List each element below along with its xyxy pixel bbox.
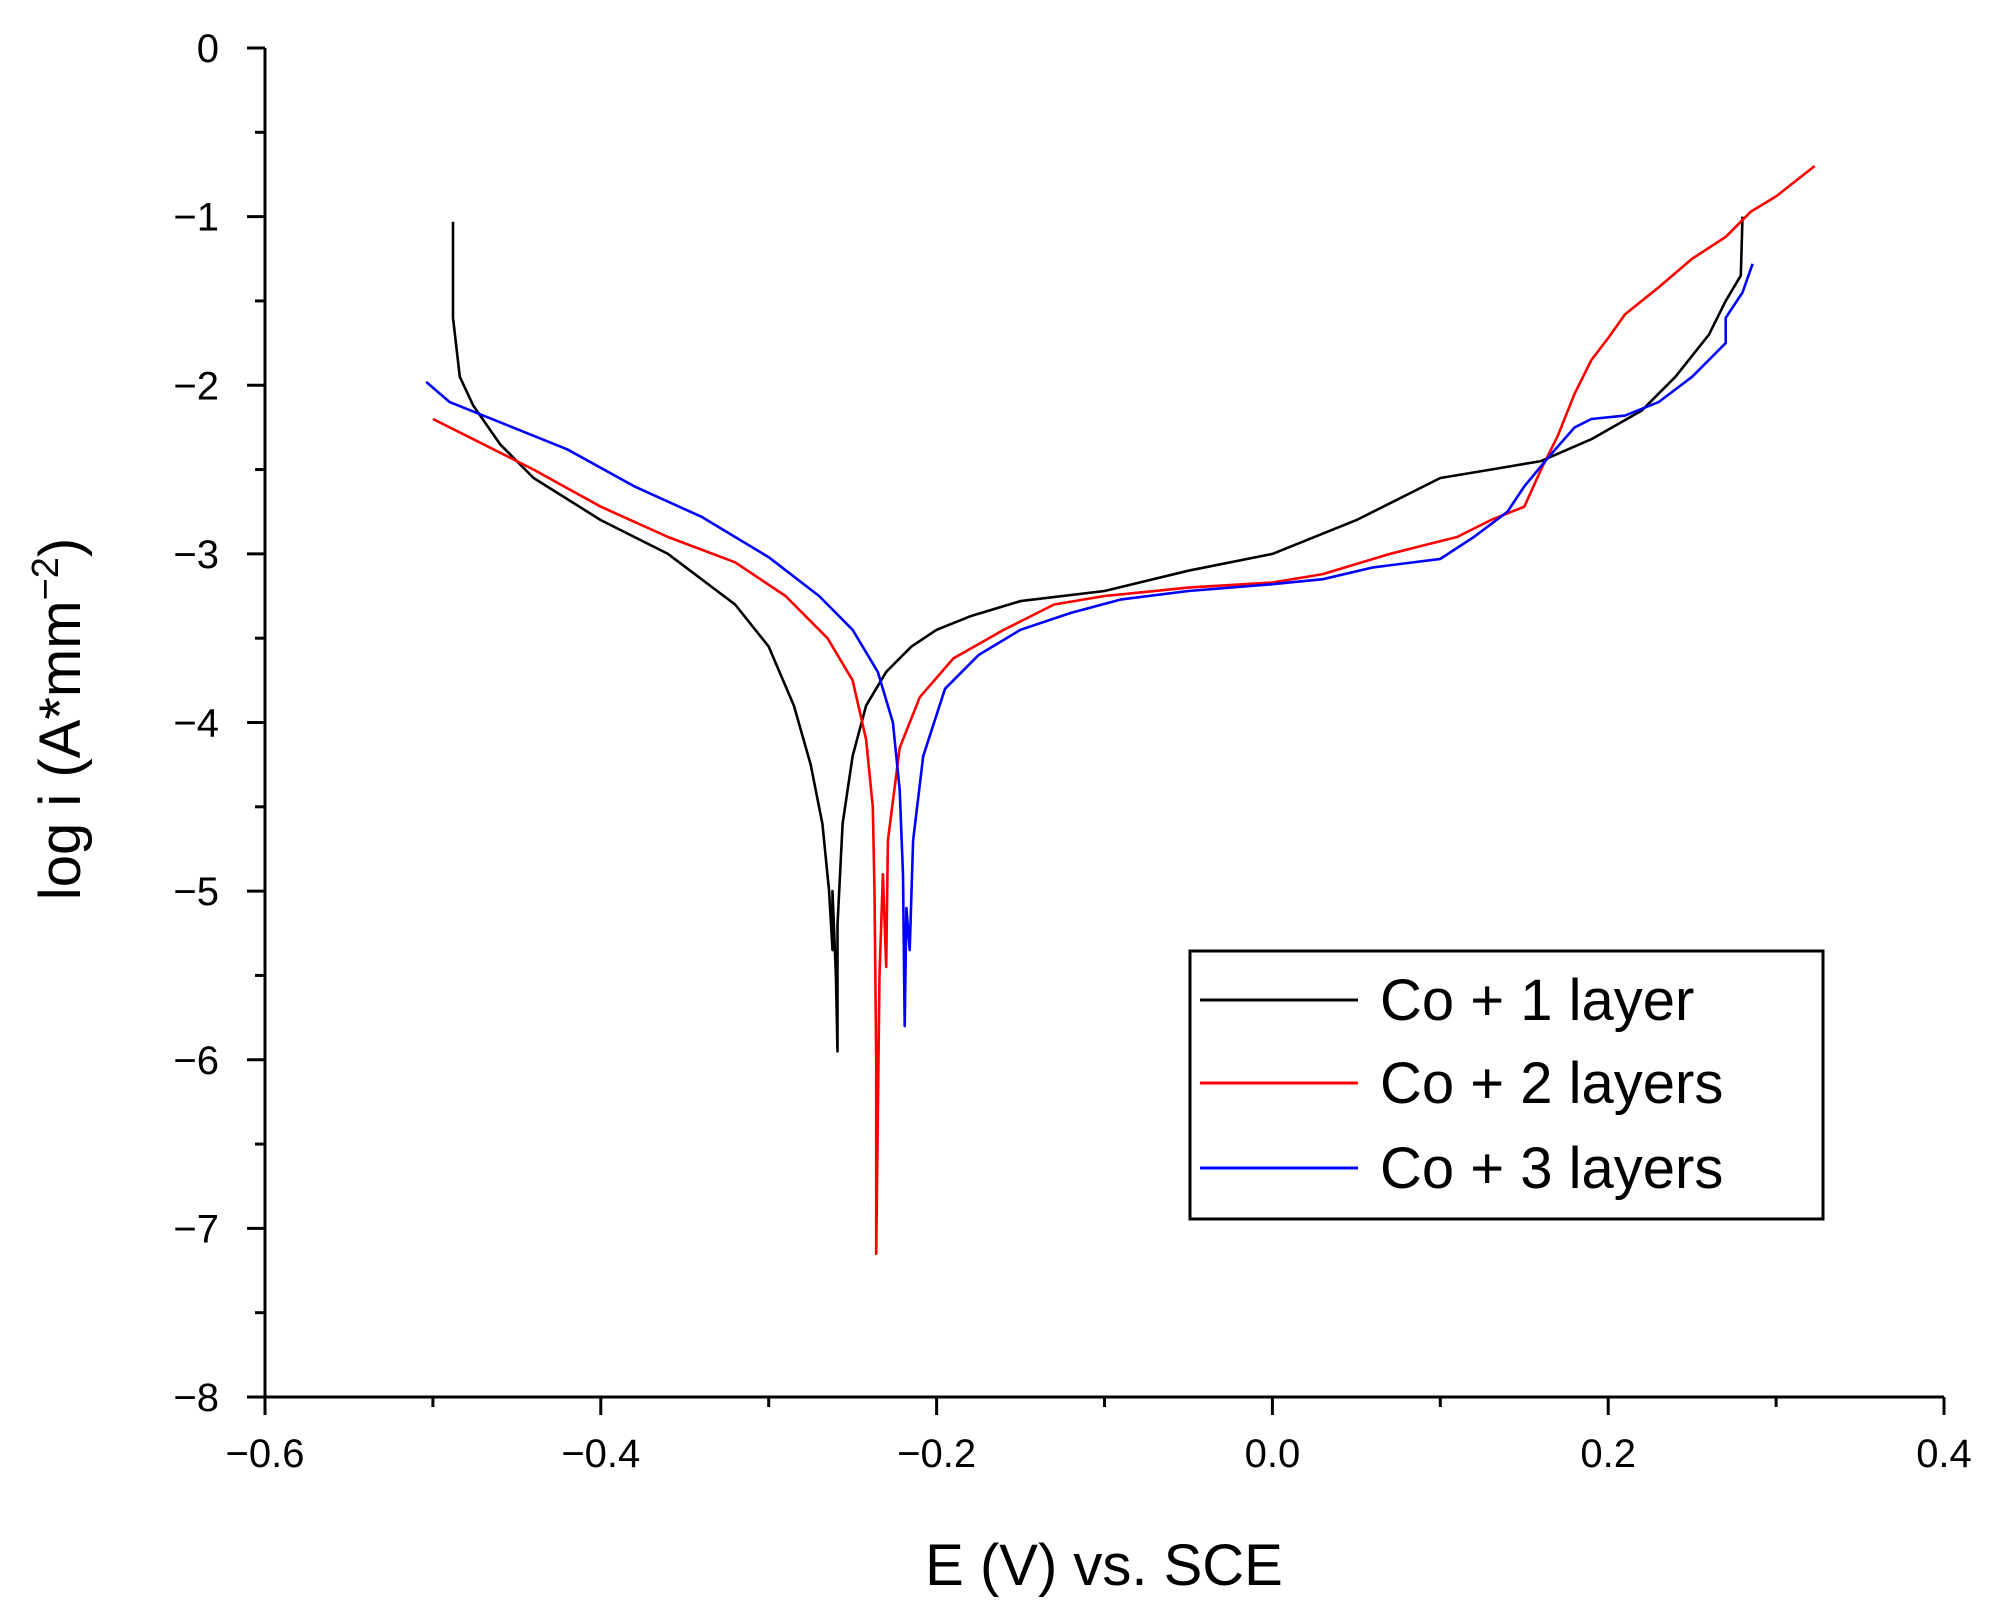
y-tick-label: −5 — [173, 870, 219, 914]
y-tick-label: −6 — [173, 1039, 219, 1083]
x-tick-label: −0.2 — [897, 1432, 976, 1476]
y-axis-title-close: ) — [28, 538, 93, 557]
y-tick-label: −1 — [173, 196, 219, 240]
y-tick-label: −2 — [173, 364, 219, 408]
series-layer — [425, 164, 1816, 1255]
x-tick-label: −0.4 — [561, 1432, 640, 1476]
x-tick-label: 0.4 — [1916, 1432, 1972, 1476]
legend: Co + 1 layer Co + 2 layers Co + 3 layers — [1188, 949, 1825, 1221]
legend-label-3: Co + 3 layers — [1380, 1136, 1723, 1201]
y-axis-title-superscript: −2 — [25, 557, 67, 600]
y-tick-label: 0 — [197, 27, 219, 71]
legend-label-2: Co + 2 layers — [1380, 1051, 1723, 1116]
y-tick-label: −3 — [173, 533, 219, 577]
series-line-3 — [425, 263, 1754, 1028]
y-axis-title-main: log i (A*mm — [28, 600, 93, 900]
x-axis-title: E (V) vs. SCE — [925, 1533, 1283, 1598]
legend-label-1: Co + 1 layer — [1380, 968, 1694, 1033]
y-axis-ticks: 0 −1 −2 −3 −4 −5 −6 −7 −8 — [173, 27, 265, 1420]
y-tick-label: −8 — [173, 1376, 219, 1420]
series-line-2 — [432, 164, 1816, 1255]
x-tick-label: 0.0 — [1245, 1432, 1301, 1476]
y-axis-title: log i (A*mm−2) — [25, 538, 93, 900]
y-tick-label: −7 — [173, 1207, 219, 1251]
legend-box — [1188, 949, 1825, 1221]
x-axis-ticks: −0.6 −0.4 −0.2 0.0 0.2 0.4 — [226, 1397, 1972, 1476]
x-tick-label: 0.2 — [1580, 1432, 1636, 1476]
x-tick-label: −0.6 — [226, 1432, 305, 1476]
y-tick-label: −4 — [173, 702, 219, 746]
